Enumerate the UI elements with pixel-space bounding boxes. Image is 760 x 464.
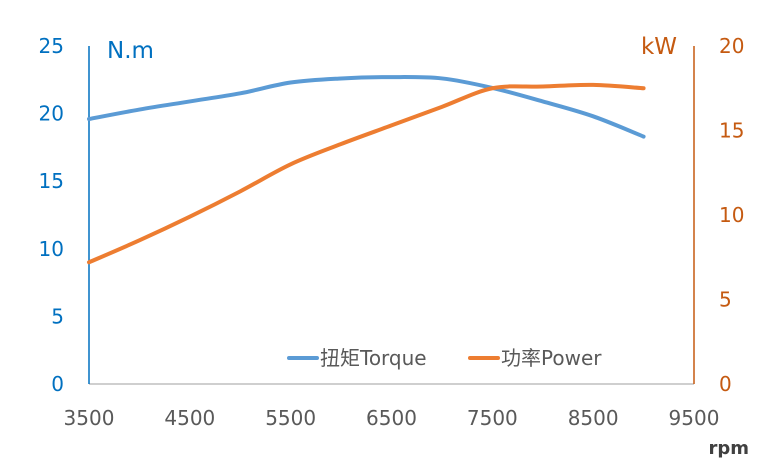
- right-y-tick-label: 5: [719, 288, 732, 312]
- right-y-axis-title: kW: [641, 34, 677, 60]
- left-y-tick-label: 20: [39, 102, 64, 126]
- right-y-tick-label: 15: [719, 119, 744, 143]
- legend-label: 扭矩Torque: [320, 346, 427, 370]
- legend-label: 功率Power: [501, 346, 602, 370]
- right-y-tick-label: 10: [719, 203, 744, 227]
- x-tick-label: 9500: [669, 406, 720, 430]
- series-line-torque: [87, 75, 646, 139]
- left-y-tick-label: 10: [39, 237, 64, 261]
- x-tick-label: 8500: [568, 406, 619, 430]
- x-tick-label: 4500: [164, 406, 215, 430]
- x-tick-label: 7500: [467, 406, 518, 430]
- left-y-tick-label: 5: [51, 304, 64, 328]
- right-y-tick-label: 0: [719, 372, 732, 396]
- x-tick-label: 6500: [366, 406, 417, 430]
- x-tick-label: 3500: [64, 406, 115, 430]
- x-tick-label: 5500: [265, 406, 316, 430]
- left-y-tick-label: 15: [39, 169, 64, 193]
- left-y-tick-label: 25: [39, 34, 64, 58]
- x-axis-title: rpm: [708, 438, 749, 459]
- series-line-power: [87, 82, 646, 265]
- left-y-tick-label: 0: [51, 372, 64, 396]
- left-y-axis-title: N.m: [107, 38, 154, 64]
- right-y-tick-label: 20: [719, 34, 744, 58]
